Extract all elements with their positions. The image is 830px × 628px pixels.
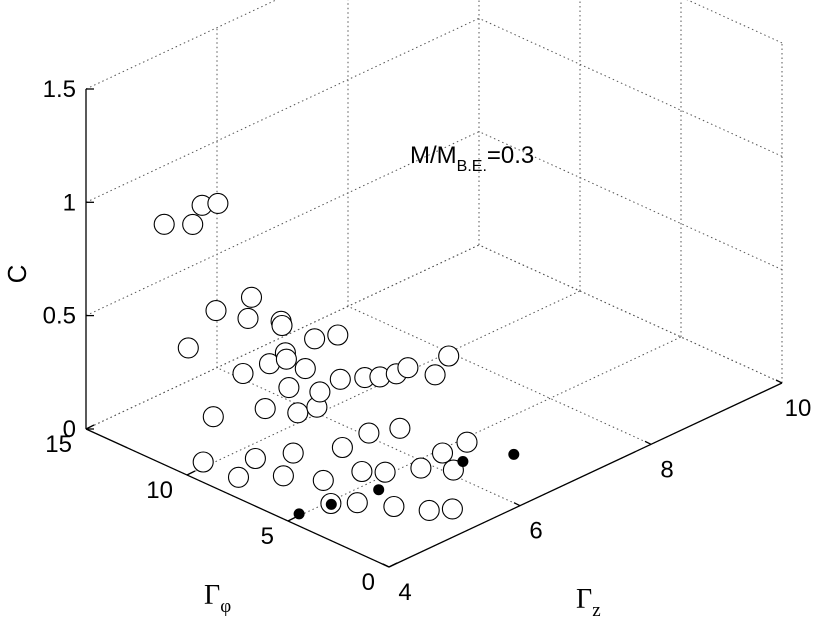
data-point-open [424,364,446,386]
grid-line [478,131,783,271]
x-tick-mark [513,502,521,507]
data-point-open [153,213,175,235]
y-tick-mark [287,516,297,522]
y-tick-label: 15 [45,431,72,458]
data-point-open [346,492,368,514]
data-point-open [431,442,454,464]
data-point-open [275,348,297,370]
data-point-open [202,406,224,428]
x-axis-line [388,382,783,568]
z-tick-label: 0 [63,416,76,443]
data-point-filled [373,484,385,496]
data-point-open [294,358,316,380]
data-point-open [272,465,294,487]
data-point-open [383,495,405,518]
data-point-open [309,381,331,403]
z-axis-label: C [2,265,32,284]
grid-lines [85,0,783,568]
data-point-open [282,442,304,464]
x-tick-mark [382,563,390,568]
grid-line [85,17,480,203]
data-point-open [237,307,259,329]
x-tick-label: 8 [660,456,673,483]
x-axis-label: Γz [576,584,601,621]
data-point-open [177,337,199,359]
y-tick-mark [85,424,95,430]
data-point-open [397,357,419,379]
y-tick-mark [388,562,398,568]
data-point-open [456,431,478,453]
data-point-open [418,499,440,521]
data-point-filled [293,508,305,520]
grid-line [85,131,480,317]
mass-ratio-annotation: M/MB.E.=0.3 [410,142,534,175]
x-tick-label: 6 [529,518,542,545]
data-point-open [205,300,227,322]
data-point-open [287,402,309,424]
data-point-open [358,422,380,444]
data-point-open [410,457,432,479]
z-tick-label: 1.5 [43,76,76,103]
grid-line [686,0,783,44]
data-point-open [374,461,396,483]
data-point-open [389,417,411,439]
grid-line [85,0,278,90]
grid-line [287,336,682,522]
data-point-open [192,451,214,473]
data-point-filled [325,498,337,510]
x-tick-label: 10 [785,395,812,422]
grid-line [478,17,783,157]
y-axis-label: Γφ [204,580,231,617]
data-point-open [207,192,229,214]
y-axis-line [85,428,390,568]
x-tick-mark [644,440,652,445]
data-point-open [227,466,250,488]
y-tick-mark [186,470,196,476]
data-point-open [271,314,293,337]
x-tick-label: 4 [398,579,411,606]
data-point-open [438,345,460,367]
x-tick-mark [775,379,783,384]
z-tick-label: 1 [63,189,76,216]
grid-line [216,367,521,507]
data-point-open [331,436,353,459]
data-point-open [254,398,276,420]
grid-line [85,244,480,430]
grid-line [478,244,783,384]
data-point-open [329,368,351,390]
data-points [153,192,520,521]
data-point-open [442,459,464,481]
data-point-open [244,447,266,470]
data-point-filled [508,448,520,460]
z-tick-label: 0.5 [43,303,76,330]
y-tick-label: 0 [362,569,375,596]
y-tick-label: 5 [261,523,274,550]
data-point-open [232,362,254,385]
y-tick-label: 10 [146,477,173,504]
data-point-filled [457,456,469,467]
data-point-open [278,377,300,399]
data-point-open [441,498,463,520]
axes [85,88,783,568]
grid-line [347,305,652,445]
data-point-open [312,469,334,491]
data-point-open [351,460,373,483]
data-point-open [304,328,326,350]
data-point-open [327,324,349,346]
data-point-open [182,213,204,235]
data-point-open [240,286,263,308]
